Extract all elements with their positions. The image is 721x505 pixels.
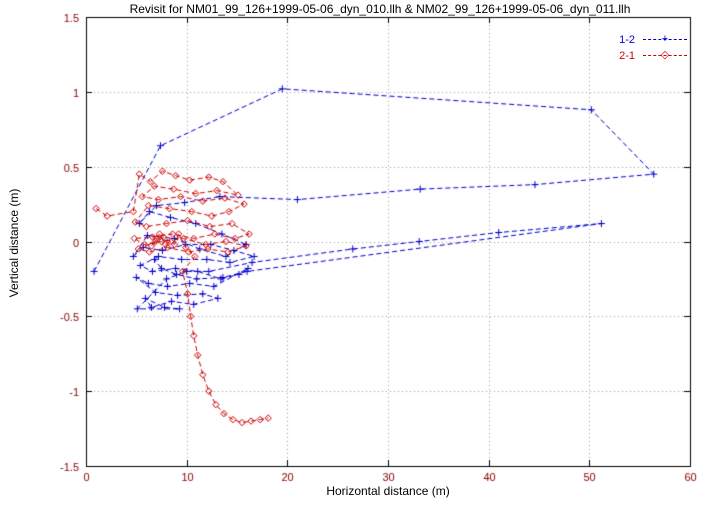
diamond-marker-icon: ◇ <box>660 49 670 62</box>
legend-item-2-1: 2-1 ◇ <box>619 49 687 63</box>
legend-label-2-1: 2-1 <box>619 50 635 62</box>
legend-item-1-2: 1-2 + <box>619 33 687 47</box>
legend-label-1-2: 1-2 <box>619 34 635 46</box>
dashed-line-icon <box>643 55 687 56</box>
dashed-line-icon <box>643 39 687 40</box>
legend: 1-2 + 2-1 ◇ <box>619 33 687 63</box>
legend-line-sample-2-1: ◇ <box>643 50 687 62</box>
x-axis-label: Horizontal distance (m) <box>326 484 450 498</box>
plus-marker-icon: + <box>661 33 669 46</box>
y-axis-label: Vertical distance (m) <box>7 188 21 298</box>
chart-title: Revisit for NM01_99_126+1999-05-06_dyn_0… <box>129 2 631 16</box>
legend-line-sample-1-2: + <box>643 34 687 46</box>
